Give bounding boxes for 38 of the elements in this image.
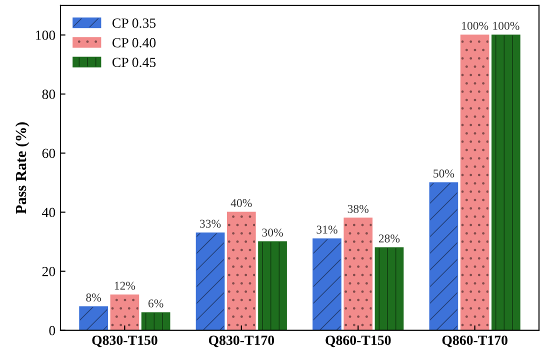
data-label: 100% bbox=[462, 22, 488, 30]
data-label: 50% bbox=[434, 170, 454, 178]
bar bbox=[79, 306, 108, 330]
bar bbox=[374, 247, 404, 330]
legend-label: CP 0.35 bbox=[112, 18, 156, 28]
data-label: 30% bbox=[262, 228, 283, 237]
bar bbox=[460, 34, 490, 330]
bar bbox=[110, 294, 140, 330]
data-label: 38% bbox=[348, 204, 369, 213]
legend-label: CP 0.40 bbox=[112, 38, 156, 48]
data-label: 8% bbox=[86, 294, 102, 302]
bar bbox=[258, 241, 287, 330]
y-tick-label: 60 bbox=[42, 148, 56, 158]
y-tick-label: 100 bbox=[36, 30, 56, 40]
data-label: 31% bbox=[316, 226, 338, 234]
data-label: 100% bbox=[493, 22, 520, 30]
bar bbox=[141, 312, 170, 330]
y-tick-label: 0 bbox=[49, 326, 56, 336]
x-tick-label: Q830-T150 bbox=[92, 336, 158, 348]
data-label: 6% bbox=[148, 299, 164, 308]
y-tick-label: 20 bbox=[42, 266, 56, 276]
bar bbox=[344, 218, 373, 330]
x-tick-label: Q860-T170 bbox=[442, 336, 508, 348]
bar bbox=[312, 238, 342, 330]
data-label: 33% bbox=[200, 220, 221, 228]
x-tick-label: Q860-T150 bbox=[326, 336, 391, 348]
bar bbox=[226, 212, 256, 330]
y-tick-label: 40 bbox=[42, 208, 56, 218]
data-label: 40% bbox=[230, 199, 252, 208]
x-tick-label: Q830-T170 bbox=[208, 336, 274, 348]
y-axis-title: Pass Rate (%) bbox=[15, 122, 30, 214]
bar bbox=[492, 34, 520, 330]
bar bbox=[196, 232, 225, 330]
data-label: 28% bbox=[378, 234, 400, 242]
data-label: 12% bbox=[114, 282, 136, 290]
bar bbox=[429, 182, 458, 330]
y-tick-label: 80 bbox=[42, 90, 56, 100]
legend-label: CP 0.45 bbox=[112, 58, 156, 68]
